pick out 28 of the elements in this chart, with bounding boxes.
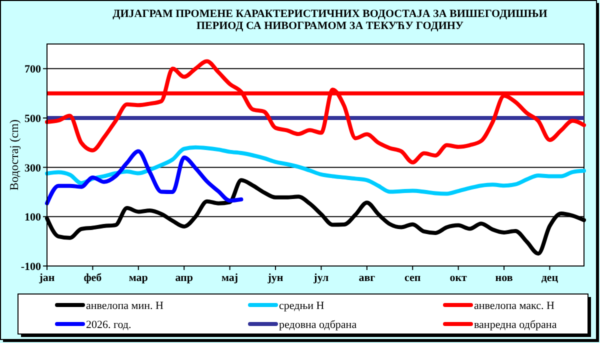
line-series [45,59,586,164]
x-tick-label: авг [358,272,376,284]
x-tick-label: феб [84,272,102,284]
line-series [45,149,244,206]
x-tick-label: мар [128,272,148,284]
y-tick-label: 100 [24,212,42,224]
x-tick-label: јун [266,272,284,284]
x-tick-label: дец [541,272,559,284]
y-tick-label: 700 [24,64,42,76]
y-tick-label: -100 [20,261,42,273]
legend-label: ванредна одбрана [474,319,557,331]
y-tick-label: 300 [24,162,42,174]
legend-label: анвелопа мин. H [86,300,164,312]
legend-label: средњи H [279,300,324,312]
legend-label: анвелопа макс. H [474,300,555,312]
legend-label: редовна одбрана [279,319,357,331]
x-tick-label: сеп [404,272,422,284]
x-tick-label: јул [312,272,329,284]
chart-title: ДИЈАГРАМ ПРОМЕНЕ КАРАКТЕРИСТИЧНИХ ВОДОСТАЈА ЗА ВИШЕГОДИШЊИ ПЕРИОД СА НИВОГРАМОМ ЗА ТЕКУЋУ ГОДИНУ [112,8,548,32]
x-tick-label: јан [38,272,56,284]
x-tick-label: окт [450,272,468,284]
x-tick-label: нов [495,272,513,284]
x-tick-label: апр [175,272,194,284]
legend-label: 2026. год. [86,319,132,331]
line-series [45,145,586,196]
y-tick-label: 500 [24,113,42,125]
x-tick-label: мај [222,272,238,284]
y-axis-title: Водостај (cm) [7,119,21,191]
